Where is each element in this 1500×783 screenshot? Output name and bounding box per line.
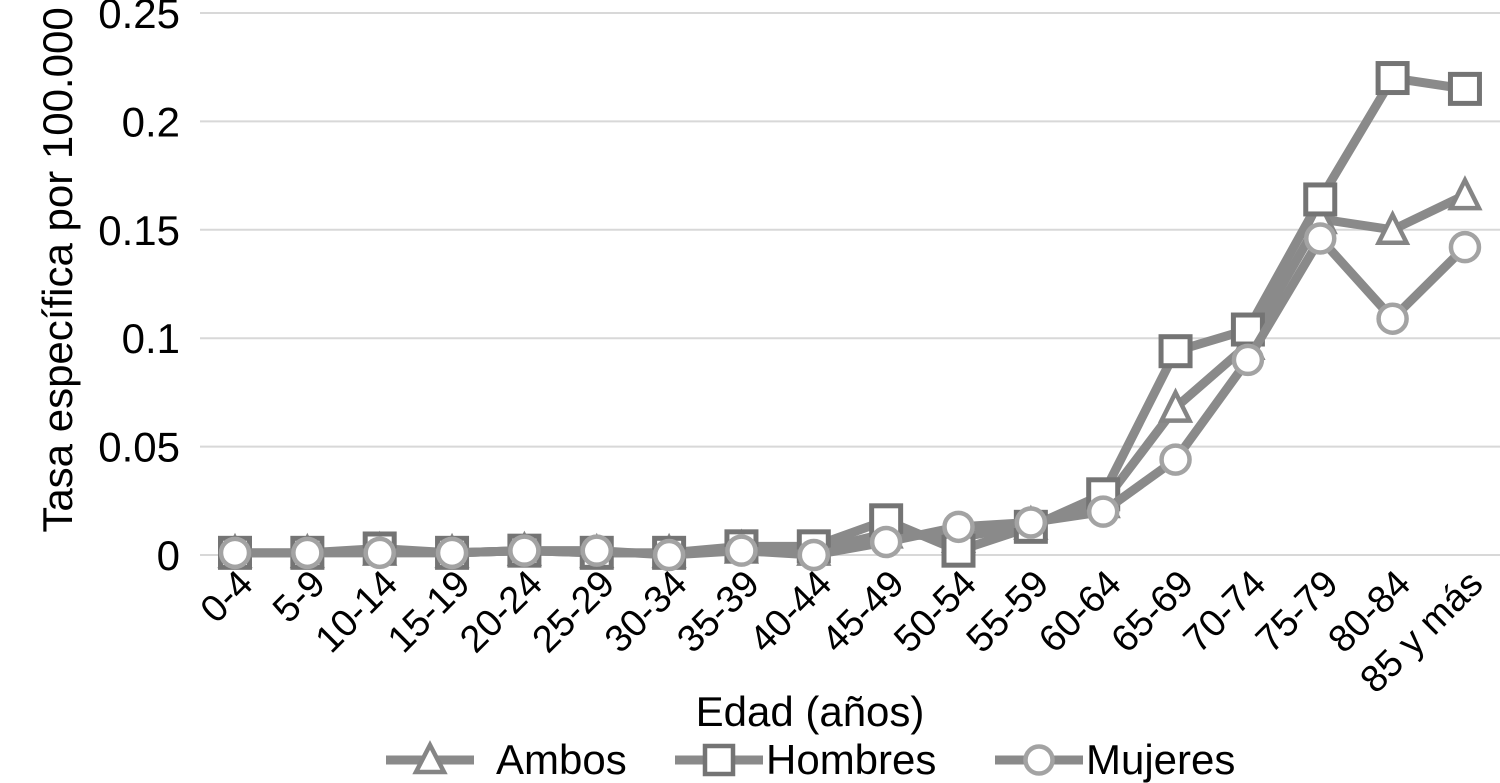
x-tick-label: 20-24	[452, 563, 550, 661]
marker-circle	[1231, 343, 1265, 377]
marker-circle	[363, 536, 396, 570]
y-axis-title: Tasa específica por 100.000	[34, 7, 81, 532]
marker-circle	[1159, 443, 1192, 476]
marker-triangle	[1374, 209, 1411, 246]
gridlines	[200, 12, 1500, 556]
x-tick-label: 50-54	[886, 563, 984, 661]
marker-square	[1303, 182, 1338, 217]
marker-circle	[869, 525, 903, 559]
marker-square	[1375, 61, 1410, 96]
x-tick-label: 30-34	[597, 563, 695, 661]
legend-triangle-icon	[412, 740, 448, 775]
x-tick-label: 60-64	[1031, 563, 1129, 661]
legend-label-ambos: Ambos	[496, 736, 627, 783]
marker-triangle	[1447, 175, 1483, 211]
legend-item-hombres: Hombres	[675, 736, 936, 783]
marker-square	[1447, 71, 1482, 106]
legend-item-ambos: Ambos	[386, 736, 627, 783]
y-tick-label: 0.05	[98, 424, 180, 471]
x-axis-tick-labels: 0-4 5-910-1415-1920-2425-2930-3435-3940-4…	[193, 563, 1491, 702]
marker-square	[941, 533, 976, 568]
y-tick-label: 0.1	[122, 315, 180, 362]
marker-circle	[797, 538, 831, 572]
series-mujeres	[218, 222, 1482, 572]
marker-circle	[1014, 506, 1048, 539]
x-tick-label: 70-74	[1176, 563, 1274, 661]
series-line	[235, 73, 1466, 558]
marker-circle	[580, 534, 613, 567]
legend-label-mujeres: Mujeres	[1086, 736, 1235, 783]
y-tick-label: 0.15	[98, 207, 180, 254]
marker-circle	[1086, 495, 1120, 528]
x-axis-title: Edad (años)	[696, 688, 925, 735]
y-tick-label: 0.25	[98, 0, 180, 37]
y-tick-label: 0.2	[122, 98, 180, 145]
marker-circle	[1376, 302, 1409, 335]
legend-item-mujeres: Mujeres	[995, 736, 1235, 783]
x-tick-label: 45-49	[814, 563, 912, 661]
marker-square	[1158, 334, 1193, 369]
series-hombres	[218, 61, 1482, 570]
legend-label-hombres: Hombres	[766, 736, 936, 783]
marker-circle	[725, 534, 758, 567]
data-series	[217, 61, 1483, 572]
marker-circle	[1304, 222, 1337, 255]
x-tick-label: 25-29	[525, 563, 623, 661]
marker-circle	[652, 538, 686, 572]
x-tick-label: 75-79	[1248, 563, 1346, 661]
x-tick-label: 10-14	[308, 563, 406, 661]
legend: Ambos Hombres Mujeres	[386, 736, 1235, 783]
marker-circle	[218, 536, 252, 570]
x-tick-label: 40-44	[742, 563, 840, 661]
marker-circle	[508, 534, 541, 567]
y-axis-tick-labels: 0 0.05 0.1 0.15 0.2 0.25	[98, 0, 180, 579]
marker-circle	[1448, 230, 1482, 264]
x-tick-label: 0-4	[193, 563, 262, 632]
x-tick-label: 65-69	[1103, 563, 1201, 661]
legend-circle-icon	[1023, 744, 1055, 776]
marker-triangle	[1157, 387, 1194, 423]
x-tick-label: 35-39	[669, 563, 767, 661]
legend-square-icon	[702, 743, 736, 777]
y-tick-label: 0	[157, 532, 180, 579]
marker-circle	[435, 536, 469, 570]
marker-circle	[942, 510, 975, 544]
x-tick-label: 15-19	[380, 563, 478, 661]
marker-circle	[291, 536, 324, 570]
series-line	[235, 191, 1467, 558]
series-ambos	[217, 175, 1483, 569]
x-tick-label: 55-59	[959, 563, 1057, 661]
